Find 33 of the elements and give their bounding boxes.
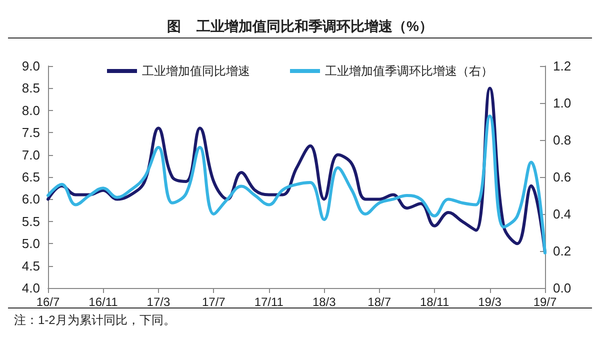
y2-tick-label: 0.4 xyxy=(553,206,572,222)
x-tick-label: 18/11 xyxy=(420,295,450,309)
y-tick-label: 8.5 xyxy=(22,80,40,96)
chart-title: 图 工业增加值同比和季调环比增速（%） xyxy=(166,18,434,34)
x-tick-label: 18/3 xyxy=(312,295,336,309)
y-tick-label: 7.0 xyxy=(22,147,40,162)
y-tick-label: 5.0 xyxy=(22,236,40,252)
x-tick-label: 16/11 xyxy=(88,295,118,309)
x-tick-label: 18/7 xyxy=(368,295,392,309)
y-tick-label: 5.5 xyxy=(22,214,40,229)
y-tick-label: 6.5 xyxy=(22,170,40,184)
x-tick-label: 19/3 xyxy=(478,295,502,309)
line-series xyxy=(46,114,546,254)
x-tick-label: 17/3 xyxy=(146,295,170,309)
y2-tick-label: 1.2 xyxy=(553,58,572,74)
y-tick-label: 6.0 xyxy=(22,192,40,207)
y2-tick-label: 0.2 xyxy=(553,244,572,258)
x-tick-label: 17/7 xyxy=(202,295,226,309)
legend-label: 工业增加值季调环比增速（右） xyxy=(325,64,493,78)
y-tick-label: 8.0 xyxy=(22,102,40,118)
x-tick-label: 17/11 xyxy=(254,295,284,309)
legend-label: 工业增加值同比增速 xyxy=(142,64,250,78)
y-tick-label: 4.5 xyxy=(22,258,40,274)
y2-tick-label: 0.0 xyxy=(553,280,572,296)
y-tick-label: 9.0 xyxy=(22,58,40,74)
text: 注：1-2月为累计同比，下同。 xyxy=(14,313,176,327)
y2-tick-label: 0.8 xyxy=(553,132,572,148)
y2-tick-label: 0.6 xyxy=(553,170,572,184)
y2-tick-label: 1.0 xyxy=(553,96,572,110)
x-tick-label: 16/7 xyxy=(36,295,60,309)
y-tick-label: 7.5 xyxy=(22,125,40,140)
x-tick-label: 19/7 xyxy=(533,295,557,309)
y-tick-label: 4.0 xyxy=(22,280,40,296)
